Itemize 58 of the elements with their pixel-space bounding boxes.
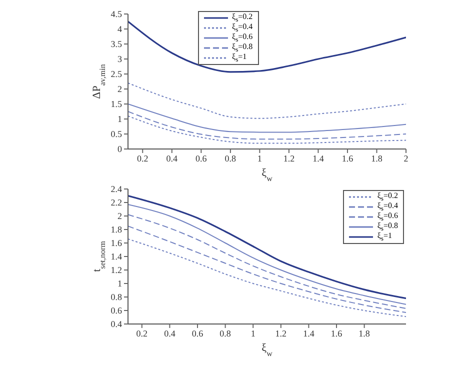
line-series xyxy=(128,104,406,133)
x-tick-label: 1.8 xyxy=(358,328,370,338)
x-tick-label: 1.6 xyxy=(330,328,343,338)
x-tick-label: 1.4 xyxy=(303,328,315,338)
y-tick-label: 0.4 xyxy=(110,319,122,330)
x-tick-label: 0.8 xyxy=(224,153,237,164)
y-tick-label: 1.2 xyxy=(110,265,122,276)
line-series xyxy=(128,20,406,73)
y-tick-label: 0.5 xyxy=(110,129,122,140)
line-series xyxy=(128,116,406,144)
y-tick-label: 0 xyxy=(118,144,122,154)
y-tick-label: 0.6 xyxy=(110,306,122,316)
y-tick-label: 4.5 xyxy=(110,9,122,20)
x-tick-label: 0.8 xyxy=(220,328,232,338)
x-tick-label: 1 xyxy=(250,328,256,338)
y-tick-label: 2.2 xyxy=(110,198,122,208)
y-tick-label: 1.8 xyxy=(110,224,122,235)
x-tick-label: 1 xyxy=(257,153,262,164)
y-tick-label: 3 xyxy=(118,54,122,64)
line-series xyxy=(128,111,406,140)
y-tick-label: 3.5 xyxy=(110,39,122,50)
x-tick-label: 1.2 xyxy=(275,328,287,338)
line-series xyxy=(128,238,406,318)
y-tick-label: 1.4 xyxy=(110,252,122,262)
x-axis-title: ξ$_{w}$ xyxy=(262,167,273,182)
legend-label: ξ$_{s}$=0.2 xyxy=(232,12,253,24)
y-tick-label: 4 xyxy=(118,24,122,34)
y-tick-label: 1.5 xyxy=(110,99,122,110)
legend-label: ξ$_{s}$=0.4 xyxy=(232,22,253,34)
legend-label: ξ$_{s}$=1 xyxy=(377,230,392,244)
legend-label: ξ$_{s}$=0.6 xyxy=(377,210,398,222)
x-tick-label: 0.4 xyxy=(164,328,176,338)
x-axis-title: ξ$_{w}$ xyxy=(262,342,273,358)
legend-label: ξ$_{s}$=0.8 xyxy=(232,42,253,54)
y-tick-label: 2.4 xyxy=(110,184,122,194)
y-tick-label: 1.6 xyxy=(110,238,122,248)
x-tick-label: 0.4 xyxy=(166,153,178,164)
x-tick-label: 2 xyxy=(404,153,408,164)
line-series xyxy=(128,82,406,119)
legend-label: ξ$_{s}$=0.6 xyxy=(232,32,253,44)
legend-label: ξ$_{s}$=0.2 xyxy=(377,190,398,202)
y-tick-label: 1 xyxy=(118,114,122,124)
y-tick-label: 2.5 xyxy=(110,69,122,80)
legend-label: ξ$_{s}$=1 xyxy=(232,52,247,64)
x-tick-label: 1.2 xyxy=(283,153,295,164)
y-tick-label: 2 xyxy=(118,84,122,94)
legend-label: ξ$_{s}$=0.8 xyxy=(377,220,398,232)
x-tick-label: 1.8 xyxy=(371,153,383,164)
x-tick-label: 0.2 xyxy=(136,328,148,338)
legend-label: ξ$_{s}$=0.4 xyxy=(377,200,398,212)
y-tick-label: 2 xyxy=(118,211,122,222)
x-tick-label: 0.2 xyxy=(137,153,148,164)
x-tick-label: 0.6 xyxy=(196,153,208,164)
x-tick-label: 1.6 xyxy=(342,153,354,164)
x-tick-label: 1.4 xyxy=(312,153,324,164)
y-tick-label: 1 xyxy=(118,278,122,289)
y-tick-label: 0.8 xyxy=(110,292,122,302)
x-tick-label: 0.6 xyxy=(192,328,204,338)
